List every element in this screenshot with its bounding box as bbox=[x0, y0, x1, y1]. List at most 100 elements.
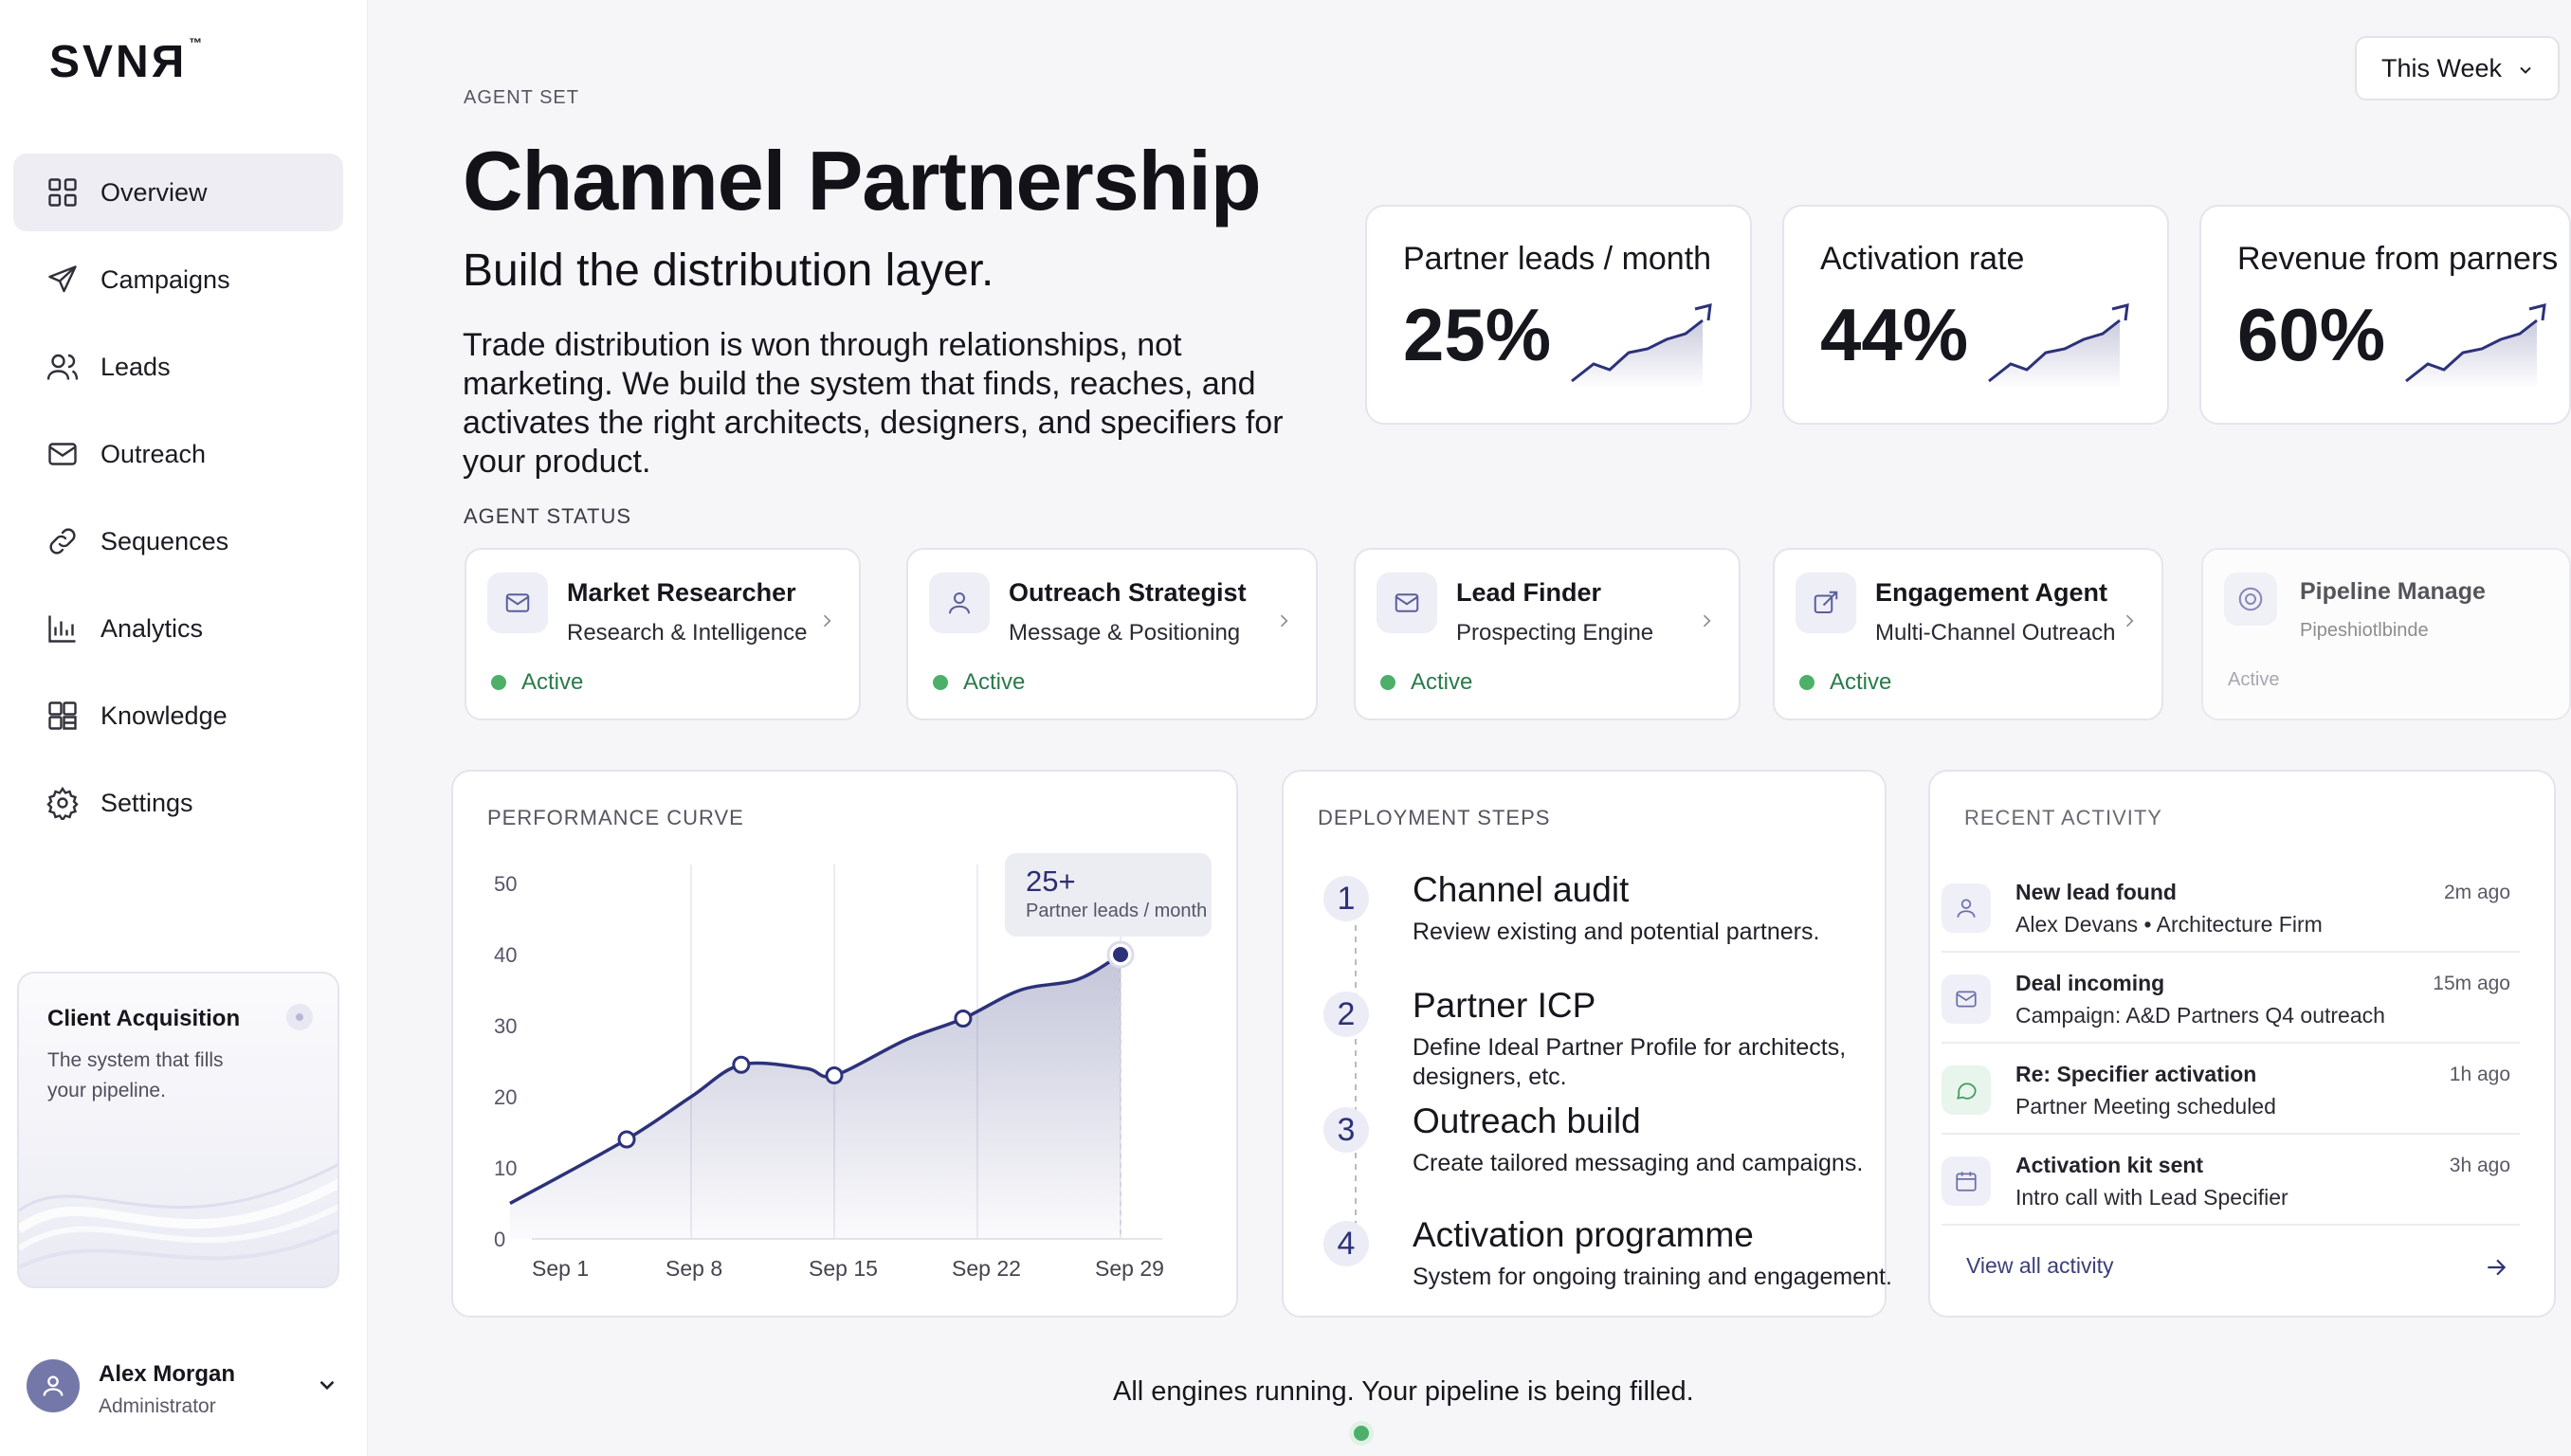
mail-icon bbox=[1956, 991, 1977, 1008]
nav-item-overview[interactable]: Overview bbox=[13, 154, 343, 231]
nav-label: Analytics bbox=[100, 613, 204, 643]
user-role: Administrator bbox=[99, 1395, 216, 1417]
gear-icon bbox=[46, 786, 79, 820]
send-icon bbox=[48, 265, 77, 293]
y-tick-label: 0 bbox=[494, 1228, 505, 1251]
activity-subtitle: Campaign: A&D Partners Q4 outreach bbox=[2015, 1003, 2385, 1028]
agent-card-market-researcher[interactable]: Market Researcher Research & Intelligenc… bbox=[465, 548, 861, 720]
performance-heading: PERFORMANCE CURVE bbox=[487, 806, 744, 829]
agent-card-engagement-agent[interactable]: Engagement Agent Multi-Channel Outreach … bbox=[1773, 548, 2163, 720]
status-badge: Active bbox=[2228, 669, 2279, 691]
chevron-right-icon bbox=[823, 614, 831, 628]
agent-card-pipeline-manager[interactable]: Pipeline Manage Pipeshiotlbinde Active bbox=[2201, 548, 2571, 720]
nav-label: Leads bbox=[100, 352, 171, 381]
activity-icon-wrap bbox=[1942, 974, 1991, 1024]
status-dot bbox=[1799, 675, 1814, 690]
client-acquisition-card[interactable]: Client Acquisition The system that fills… bbox=[17, 972, 339, 1288]
step-title: Outreach build bbox=[1413, 1101, 1641, 1140]
data-point bbox=[732, 1055, 751, 1074]
agent-name: Outreach Strategist bbox=[1009, 578, 1247, 607]
view-all-activity-link[interactable]: View all activity bbox=[1966, 1253, 2516, 1291]
steps-connector bbox=[1355, 925, 1357, 1247]
activity-icon-wrap bbox=[1942, 883, 1991, 933]
client-card-title: Client Acquisition bbox=[47, 1006, 241, 1031]
mail-icon bbox=[505, 593, 530, 612]
nav-item-knowledge[interactable]: Knowledge bbox=[13, 677, 343, 755]
main-nav: Overview Campaigns Leads Outreach Sequen… bbox=[13, 154, 343, 851]
activity-item[interactable]: Re: Specifier activation Partner Meeting… bbox=[1942, 1054, 2520, 1136]
chevron-right-icon bbox=[1703, 614, 1711, 628]
data-point bbox=[617, 1130, 636, 1149]
step-description: Define Ideal Partner Profile for archite… bbox=[1413, 1034, 1847, 1090]
step-title: Partner ICP bbox=[1413, 986, 1596, 1025]
agent-icon-wrap bbox=[487, 573, 548, 633]
activity-title: Deal incoming bbox=[2015, 971, 2165, 995]
activity-item[interactable]: Activation kit sent Intro call with Lead… bbox=[1942, 1145, 2520, 1227]
share-icon bbox=[1814, 591, 1838, 613]
client-card-subtitle: The system that fills your pipeline. bbox=[47, 1049, 224, 1101]
user-icon bbox=[43, 1375, 64, 1396]
calendar-icon bbox=[1956, 1172, 1977, 1192]
agent-name: Engagement Agent bbox=[1875, 578, 2108, 607]
activity-heading: RECENT ACTIVITY bbox=[1964, 806, 2162, 829]
status-text: Active bbox=[1411, 669, 1473, 695]
tooltip-label: Partner leads / month bbox=[1026, 901, 1208, 921]
agent-name: Pipeline Manage bbox=[2300, 578, 2486, 605]
chevron-down-icon[interactable] bbox=[315, 1373, 339, 1397]
deployment-heading: DEPLOYMENT STEPS bbox=[1318, 806, 1551, 829]
activity-item[interactable]: Deal incoming Campaign: A&D Partners Q4 … bbox=[1942, 963, 2520, 1045]
activity-item[interactable]: New lead found Alex Devans • Architectur… bbox=[1942, 872, 2520, 954]
y-tick-label: 30 bbox=[494, 1014, 517, 1038]
nav-item-campaigns[interactable]: Campaigns bbox=[13, 241, 343, 318]
users-icon bbox=[46, 354, 79, 380]
agent-card-outreach-strategist[interactable]: Outreach Strategist Message & Positionin… bbox=[906, 548, 1318, 720]
agent-role: Message & Positioning bbox=[1009, 620, 1241, 646]
mail-icon bbox=[48, 443, 77, 465]
activity-subtitle: Alex Devans • Architecture Firm bbox=[2015, 912, 2323, 937]
agent-icon-wrap bbox=[2224, 573, 2277, 626]
activity-time: 1h ago bbox=[2449, 1064, 2510, 1085]
agent-icon-wrap bbox=[929, 573, 990, 633]
activity-subtitle: Intro call with Lead Specifier bbox=[2015, 1185, 2288, 1210]
status-badge: Active bbox=[1799, 669, 1891, 696]
y-tick-label: 10 bbox=[494, 1156, 517, 1180]
performance-chart: 0 10 20 30 40 50 Sep 1 Sep 8 Sep 15 Sep 22 Sep 29 bbox=[494, 864, 1164, 1281]
nav-label: Knowledge bbox=[100, 701, 228, 730]
brand-logo[interactable]: SVNЯ ™ bbox=[49, 35, 203, 88]
date-range-select[interactable]: This Week bbox=[2355, 36, 2560, 100]
nav-label: Campaigns bbox=[100, 264, 230, 294]
user-menu[interactable]: Alex Morgan Administrator bbox=[27, 1350, 339, 1426]
kpi-card-revenue[interactable]: Revenue from parners 60% bbox=[2199, 205, 2571, 425]
chevron-right-icon bbox=[1280, 614, 1288, 628]
agent-icon-wrap bbox=[1377, 573, 1437, 633]
y-tick-label: 20 bbox=[494, 1085, 517, 1109]
agent-card-lead-finder[interactable]: Lead Finder Prospecting Engine Active bbox=[1354, 548, 1741, 720]
nav-item-sequences[interactable]: Sequences bbox=[13, 502, 343, 580]
date-range-label: This Week bbox=[2381, 53, 2503, 82]
agent-icon-wrap bbox=[1796, 573, 1856, 633]
data-point bbox=[1113, 947, 1128, 962]
trademark-mark: ™ bbox=[189, 35, 203, 50]
kpi-card-partner-leads[interactable]: Partner leads / month 25% bbox=[1365, 205, 1752, 425]
step-number: 3 bbox=[1323, 1107, 1369, 1153]
agent-name: Lead Finder bbox=[1456, 578, 1602, 607]
activity-icon-wrap bbox=[1942, 1156, 1991, 1206]
sparkline-icon bbox=[1571, 303, 1712, 389]
nav-label: Sequences bbox=[100, 526, 229, 555]
nav-item-analytics[interactable]: Analytics bbox=[13, 590, 343, 667]
chat-icon bbox=[1957, 1083, 1977, 1100]
kpi-value: 60% bbox=[2237, 293, 2386, 376]
nav-item-settings[interactable]: Settings bbox=[13, 764, 343, 842]
agent-role: Multi-Channel Outreach bbox=[1875, 620, 2116, 646]
sidebar: SVNЯ ™ Overview Campaigns Leads Outreach … bbox=[0, 0, 368, 1456]
kpi-card-activation-rate[interactable]: Activation rate 44% bbox=[1782, 205, 2169, 425]
agent-name: Market Researcher bbox=[567, 578, 796, 607]
activity-time: 3h ago bbox=[2449, 1155, 2510, 1176]
nav-item-leads[interactable]: Leads bbox=[13, 328, 343, 406]
status-dot-icon bbox=[286, 1004, 313, 1030]
step-title: Channel audit bbox=[1413, 870, 1630, 909]
step-title: Activation programme bbox=[1413, 1215, 1754, 1254]
nav-item-outreach[interactable]: Outreach bbox=[13, 415, 343, 493]
activity-title: Activation kit sent bbox=[2015, 1153, 2204, 1177]
sparkline-icon bbox=[2405, 303, 2546, 389]
